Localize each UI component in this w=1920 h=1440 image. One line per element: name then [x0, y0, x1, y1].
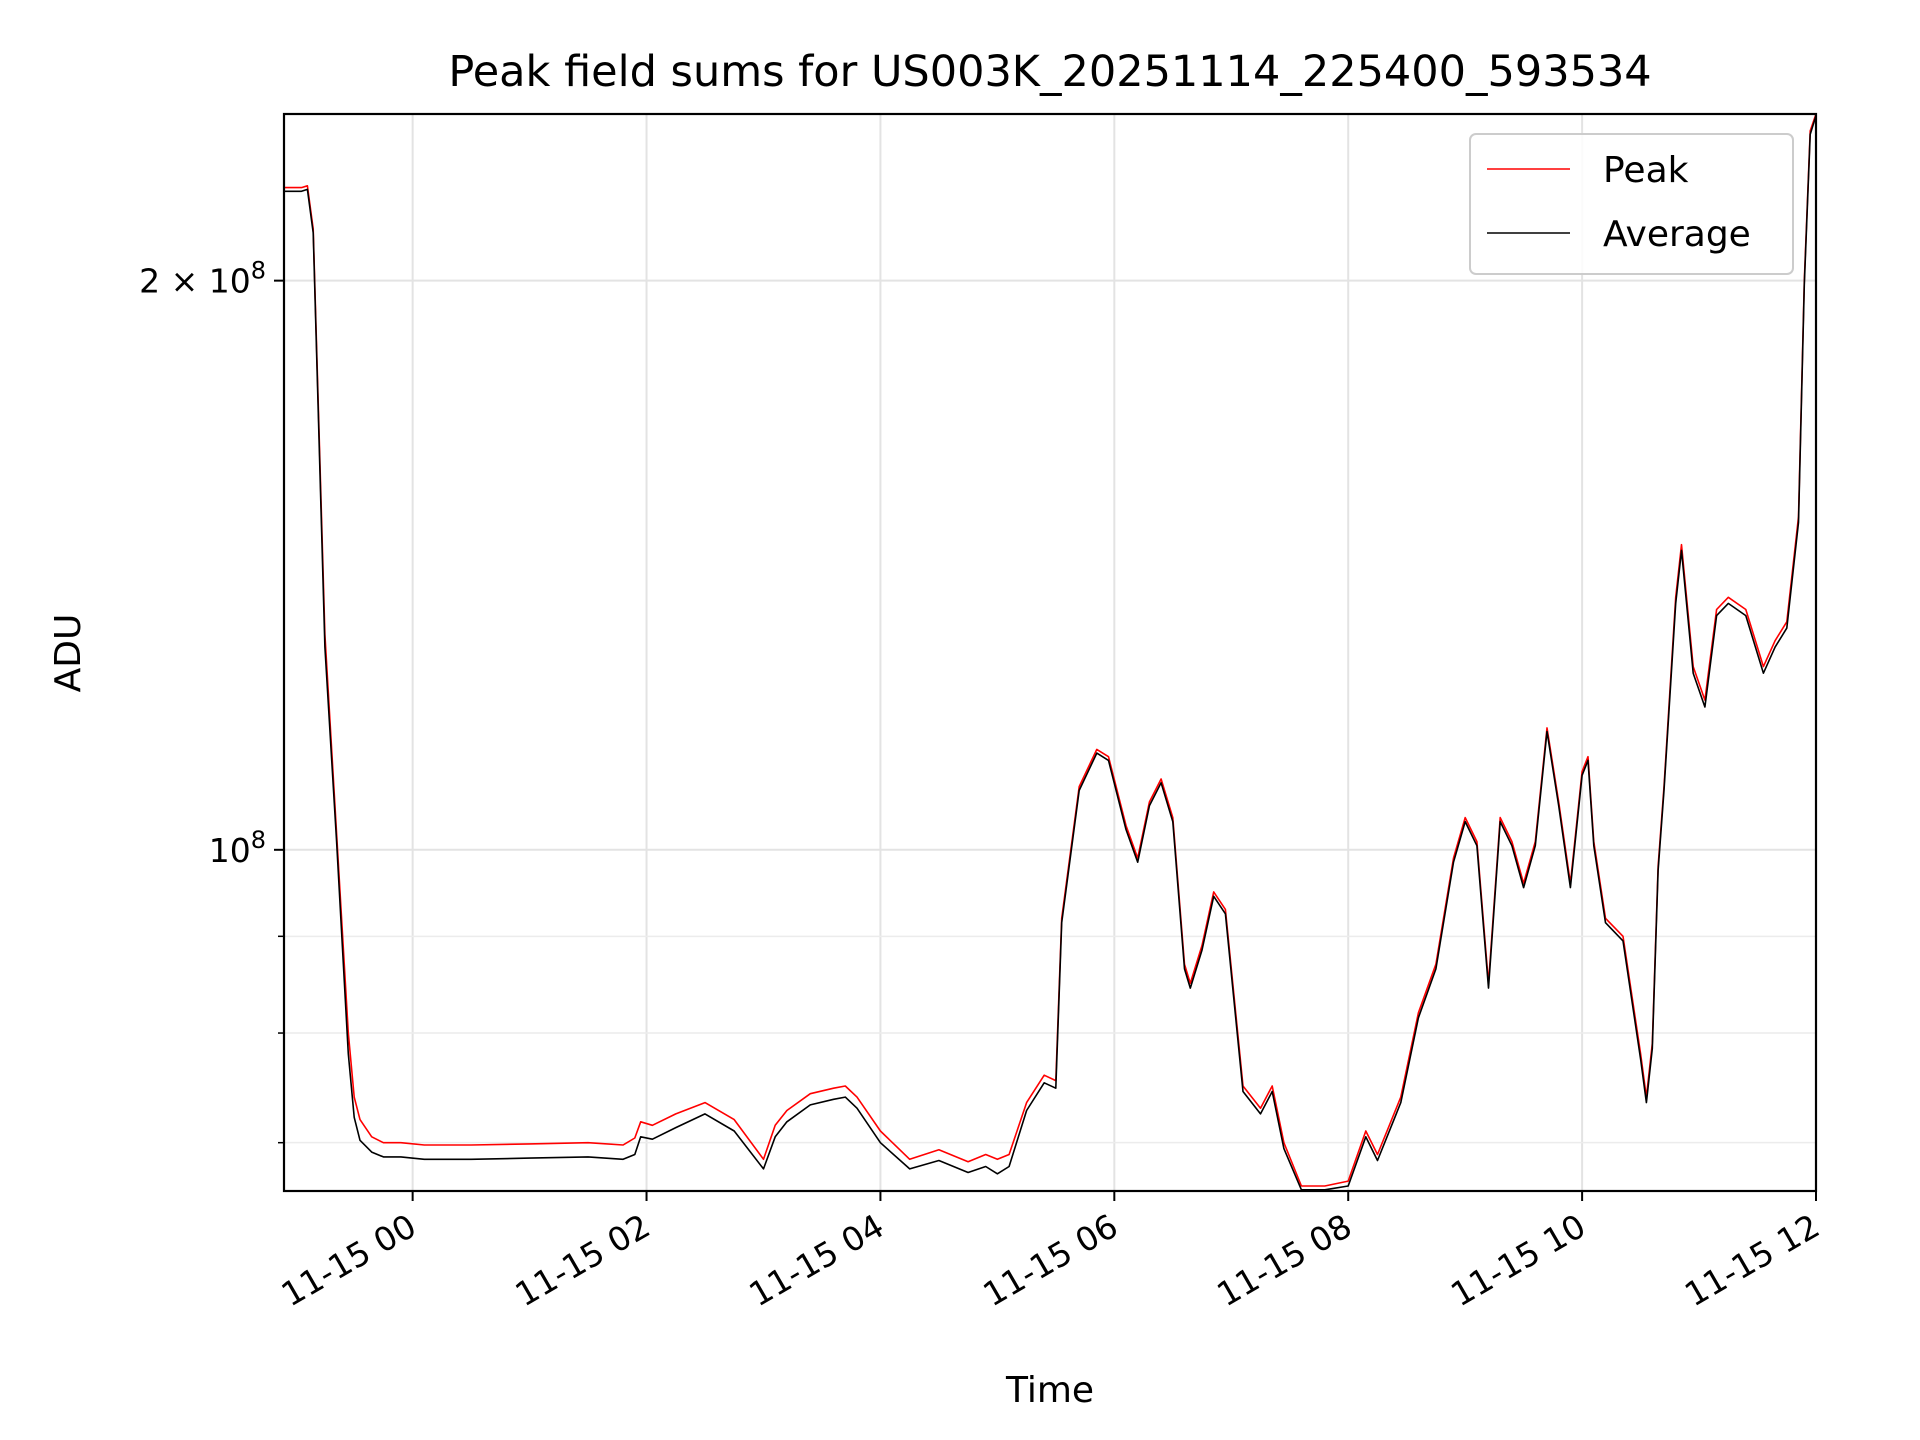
legend: Peak Average [1469, 133, 1794, 275]
chart-title: Peak field sums for US003K_20251114_2254… [448, 47, 1651, 97]
plot-series [284, 114, 1816, 1191]
y-axis-label: ADU [48, 614, 89, 693]
y-tick-label: 108 [209, 826, 266, 870]
plot-frame [282, 112, 1818, 1193]
legend-label-average: Average [1603, 214, 1751, 255]
y-tick-label: 2 × 108 [139, 257, 266, 301]
x-axis-label: Time [1005, 1370, 1094, 1411]
legend-label-peak: Peak [1603, 150, 1689, 191]
series-line-average [284, 115, 1816, 1191]
grid [284, 114, 1817, 1191]
